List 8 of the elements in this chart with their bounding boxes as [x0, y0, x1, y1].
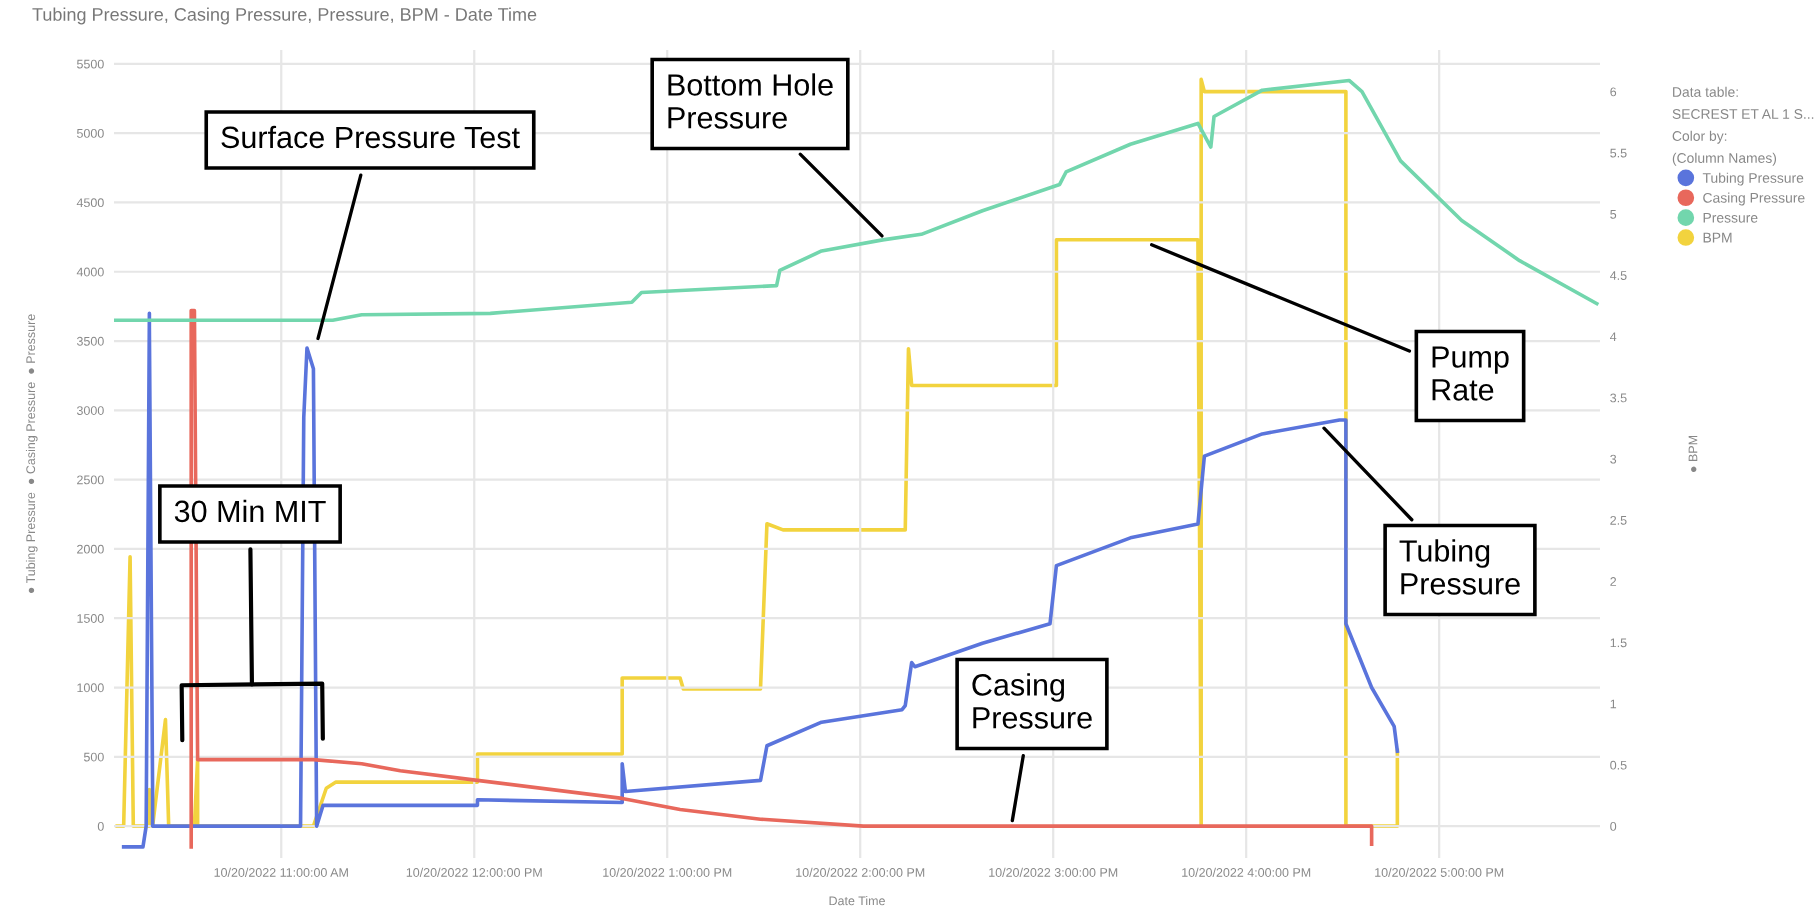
annotation: Surface Pressure Test: [221, 125, 520, 149]
annotation: Tubing Pressure: [1399, 539, 1520, 595]
annotation: Pump Rate: [1432, 346, 1509, 401]
annotation: Bottom Hole Pressure: [668, 73, 833, 129]
annotation: 30 Min MIT: [174, 499, 326, 523]
line-series: [115, 77, 1400, 828]
annotation: Casing Pressure: [972, 673, 1092, 729]
chart-title: Tubing Pressure, Casing Pressure, Pressure, BPM - Date Time: [32, 7, 537, 25]
